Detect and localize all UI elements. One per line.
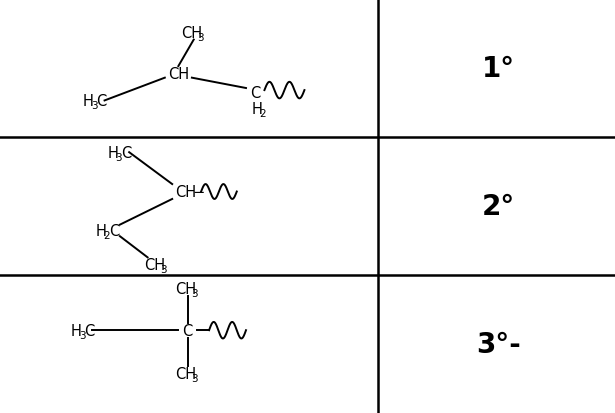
Text: CH: CH: [175, 185, 196, 199]
Text: 3: 3: [191, 289, 197, 299]
Text: 3: 3: [79, 330, 85, 340]
Text: C: C: [97, 94, 107, 109]
Text: 3: 3: [91, 101, 98, 111]
Text: H: H: [71, 323, 82, 338]
Text: CH: CH: [168, 67, 189, 82]
Text: C: C: [84, 323, 95, 338]
Text: 2: 2: [260, 109, 266, 119]
Text: CH: CH: [144, 258, 165, 273]
Text: 3°-: 3°-: [476, 330, 520, 358]
Text: C: C: [109, 224, 119, 239]
Text: C: C: [121, 145, 132, 160]
Text: H: H: [95, 224, 106, 239]
Text: H: H: [252, 102, 263, 117]
Text: H: H: [108, 145, 119, 160]
Text: C: C: [250, 85, 260, 100]
Text: H: H: [83, 94, 94, 109]
Text: −: −: [192, 185, 205, 199]
Text: CH: CH: [181, 26, 202, 40]
Text: C: C: [183, 323, 192, 338]
Text: 2: 2: [103, 231, 110, 241]
Text: 1°: 1°: [482, 55, 515, 83]
Text: 2°: 2°: [482, 192, 515, 221]
Text: CH: CH: [175, 366, 196, 381]
Text: 3: 3: [160, 265, 167, 275]
Text: 3: 3: [197, 33, 204, 43]
Text: 3: 3: [191, 373, 197, 383]
Text: CH: CH: [175, 282, 196, 297]
Text: 3: 3: [116, 152, 122, 162]
